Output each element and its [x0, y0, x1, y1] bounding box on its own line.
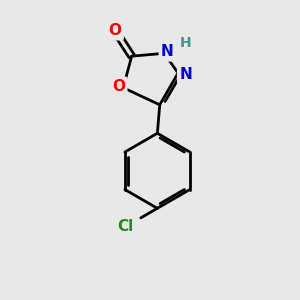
Text: O: O [109, 23, 122, 38]
Text: Cl: Cl [118, 219, 134, 234]
Text: O: O [112, 79, 125, 94]
Text: N: N [161, 44, 174, 59]
Text: N: N [179, 67, 192, 82]
Text: H: H [180, 36, 192, 50]
